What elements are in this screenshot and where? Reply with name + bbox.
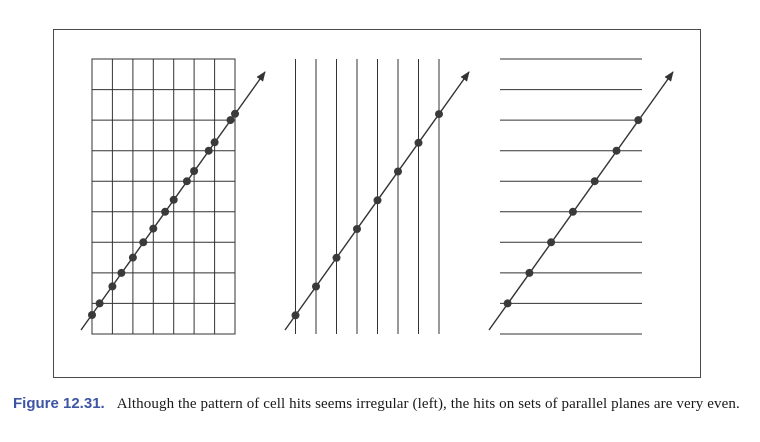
hit-point [231,109,239,118]
hit-point [353,225,361,233]
hit-point [139,238,148,247]
hit-point [169,195,178,204]
hit-point [435,110,443,119]
horizontal-planes-hits [503,116,643,308]
hit-point [568,207,577,216]
hit-point [108,282,117,291]
hit-point [373,196,382,205]
figure-label: Figure 12.31. [13,395,105,412]
hit-point [182,177,191,186]
hit-point [117,268,126,277]
hit-point [161,207,170,216]
hit-point [547,238,556,247]
ray-3 [488,71,674,331]
grid-border [91,58,236,335]
horizontal-planes-panel [488,58,674,335]
hit-point [414,138,423,147]
hit-point [590,177,599,186]
caption-text: Although the pattern of cell hits seems … [116,396,740,412]
hit-point [88,311,96,319]
hit-point [332,253,341,262]
vertical-planes-hits [291,110,443,320]
hit-point [190,167,199,175]
hit-point [312,282,320,291]
grid-horizontal-lines [92,89,235,304]
hit-point [95,299,104,308]
grid-hits [88,109,239,319]
hit-point [503,299,512,308]
hit-point [204,146,213,155]
hit-point [149,224,158,233]
grid-vertical-lines [111,59,216,334]
figure-caption: Figure 12.31. Although the pattern of cel… [13,395,753,413]
hit-point [634,116,643,125]
hit-point [291,311,300,320]
hit-point [394,167,402,176]
hit-point [226,116,235,125]
hit-point [525,268,534,277]
hit-point [128,253,137,262]
hit-point [612,146,621,155]
hit-point [210,138,219,147]
